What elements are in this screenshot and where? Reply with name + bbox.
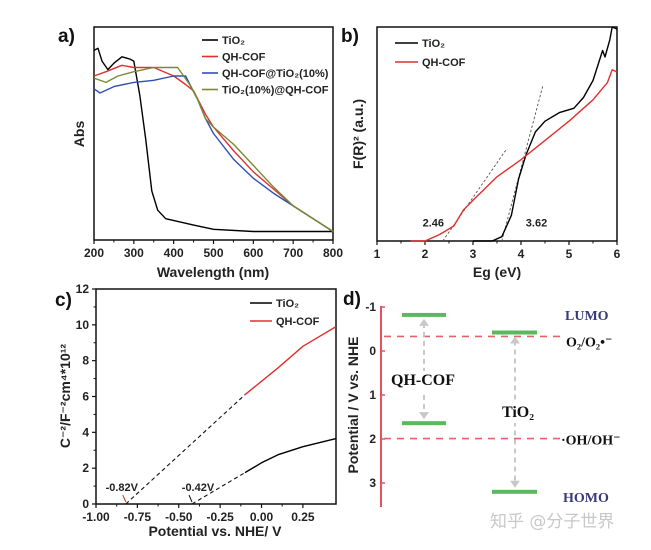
- y-tick-label: 2: [82, 461, 89, 475]
- extrapolation-line: [191, 472, 246, 505]
- x-tick-label: -0.75: [124, 510, 152, 524]
- x-tick-label: 300: [124, 246, 144, 260]
- y-tick-label: 8: [82, 354, 89, 368]
- x-tick-label: 0.25: [291, 510, 315, 524]
- reference-level-label: O₂/O₂•⁻: [566, 335, 612, 350]
- lumo-level-bar: [492, 330, 537, 335]
- x-tick-label: 500: [203, 246, 223, 260]
- x-tick-label: -0.25: [206, 510, 234, 524]
- legend-label: TiO₂: [276, 298, 299, 310]
- x-tick-label: 2: [422, 247, 429, 261]
- arrow-head-down: [419, 412, 429, 420]
- xlabel-b: Eg (eV): [473, 264, 521, 280]
- ylabel-b: F(R)² (a.u.): [350, 99, 366, 169]
- panel-label-b: b): [341, 26, 359, 47]
- arrow-head-up: [419, 318, 429, 326]
- watermark: 知乎 @分子世界: [490, 512, 614, 532]
- y-tick-label: 2: [369, 432, 376, 446]
- series-line-qh-cof: [410, 69, 618, 242]
- series-line-qh-cof: [244, 325, 337, 396]
- homo-label: HOMO: [563, 491, 609, 506]
- reference-level-label: ·OH/OH⁻: [561, 434, 621, 449]
- legend-label: TiO₂: [422, 38, 445, 50]
- plot-area-c: [125, 325, 337, 505]
- panel-label-c: c): [55, 290, 72, 311]
- ylabel-c: C⁻²/F⁻²cm⁴*10¹²: [57, 344, 73, 448]
- series-line-tio-: [473, 26, 618, 242]
- plot-area-b: [410, 26, 618, 242]
- y-tick-label: 4: [82, 425, 89, 439]
- extrapolation-line: [125, 394, 246, 505]
- y-tick-label: 10: [76, 318, 90, 332]
- legend-label: TiO₂: [222, 35, 245, 47]
- x-tick-label: 6: [614, 247, 621, 261]
- annotation-arrow: [122, 494, 127, 503]
- homo-level-bar: [492, 489, 537, 494]
- x-tick-label: 4: [518, 247, 525, 261]
- series-line-tio-10-qh-cof: [93, 66, 334, 233]
- bandgap-label: 3.62: [526, 217, 547, 229]
- x-tick-label: 600: [243, 246, 263, 260]
- y-tick-label: 0: [369, 344, 376, 358]
- flatband-label: -0.42V: [182, 482, 215, 494]
- y-tick-label: 1: [369, 388, 376, 402]
- homo-level-bar: [402, 421, 446, 426]
- arrow-head-up: [510, 336, 520, 344]
- plot-area-a: [93, 47, 334, 233]
- ylabel-a: Abs: [71, 121, 87, 148]
- x-tick-label: 800: [323, 246, 343, 260]
- x-tick-label: 700: [283, 246, 303, 260]
- ylabel-d: Potential / V vs. NHE: [345, 337, 361, 474]
- flatband-label: -0.82V: [106, 482, 139, 494]
- label-background: [496, 403, 540, 423]
- x-tick-label: 0.00: [250, 510, 274, 524]
- xlabel-a: Wavelength (nm): [157, 264, 269, 280]
- series-line-tio-: [93, 47, 333, 233]
- series-line-tio-: [244, 437, 337, 474]
- y-tick-label: 12: [76, 282, 90, 296]
- x-tick-label: 400: [164, 246, 184, 260]
- y-tick-label: -1: [365, 300, 376, 314]
- legend-label: QH-COF: [276, 316, 320, 328]
- y-tick-label: 6: [82, 390, 89, 404]
- y-tick-label: 3: [369, 476, 376, 490]
- arrow-head-down: [510, 480, 520, 488]
- x-tick-label: 200: [84, 246, 104, 260]
- panel-label-d: d): [343, 289, 361, 310]
- lumo-label: LUMO: [565, 309, 609, 324]
- plot-frame-b: [376, 26, 618, 242]
- y-tick-label: 0: [82, 497, 89, 511]
- legend-label: QH-COF: [222, 52, 266, 64]
- material-label: QH-COF: [391, 372, 455, 389]
- annotation-arrow: [188, 494, 193, 503]
- x-tick-label: 5: [566, 247, 573, 261]
- label-background: [387, 371, 459, 391]
- legend-label: QH-COF@TiO₂(10%): [222, 68, 329, 80]
- lumo-level-bar: [402, 312, 446, 317]
- panel-label-a: a): [58, 26, 75, 47]
- material-label: TiO₂: [502, 404, 534, 421]
- x-tick-label: -1.00: [82, 510, 110, 524]
- legend-label: QH-COF: [422, 57, 466, 69]
- x-tick-label: 3: [470, 247, 477, 261]
- x-tick-label: 1: [374, 247, 381, 261]
- bandgap-label: 2.46: [423, 217, 444, 229]
- xlabel-c: Potential vs. NHE/ V: [148, 523, 282, 539]
- legend-label: TiO₂(10%)@QH-COF: [222, 85, 329, 97]
- x-tick-label: -0.50: [165, 510, 193, 524]
